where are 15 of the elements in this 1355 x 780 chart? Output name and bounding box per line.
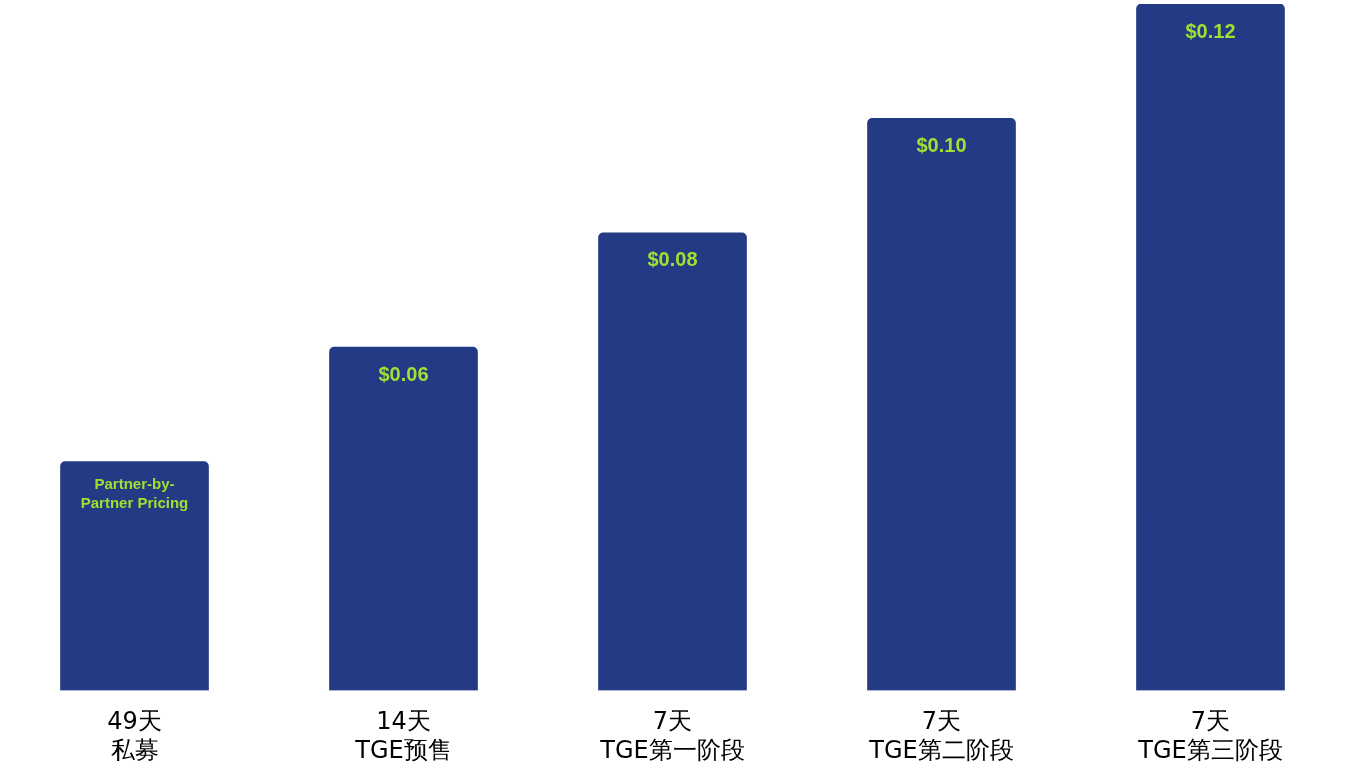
annotation: Partner-by-Partner Pricing <box>80 475 189 512</box>
bar <box>867 118 1016 691</box>
data-label: $0.12 <box>1185 19 1236 42</box>
bar <box>329 346 478 691</box>
x-tick-label: 49天私募 <box>107 707 162 764</box>
data-label: $0.06 <box>378 362 429 385</box>
data-label: $0.10 <box>916 133 967 156</box>
data-label: $0.08 <box>647 248 698 271</box>
bar <box>60 461 209 691</box>
x-tick-label: 7天TGE第三阶段 <box>1137 707 1283 764</box>
bar <box>598 232 747 691</box>
bar <box>1136 4 1285 691</box>
x-tick-label: 7天TGE第二阶段 <box>868 707 1014 764</box>
x-tick-label: 7天TGE第一阶段 <box>599 707 745 764</box>
x-tick-label: 14天TGE预售 <box>354 707 452 764</box>
